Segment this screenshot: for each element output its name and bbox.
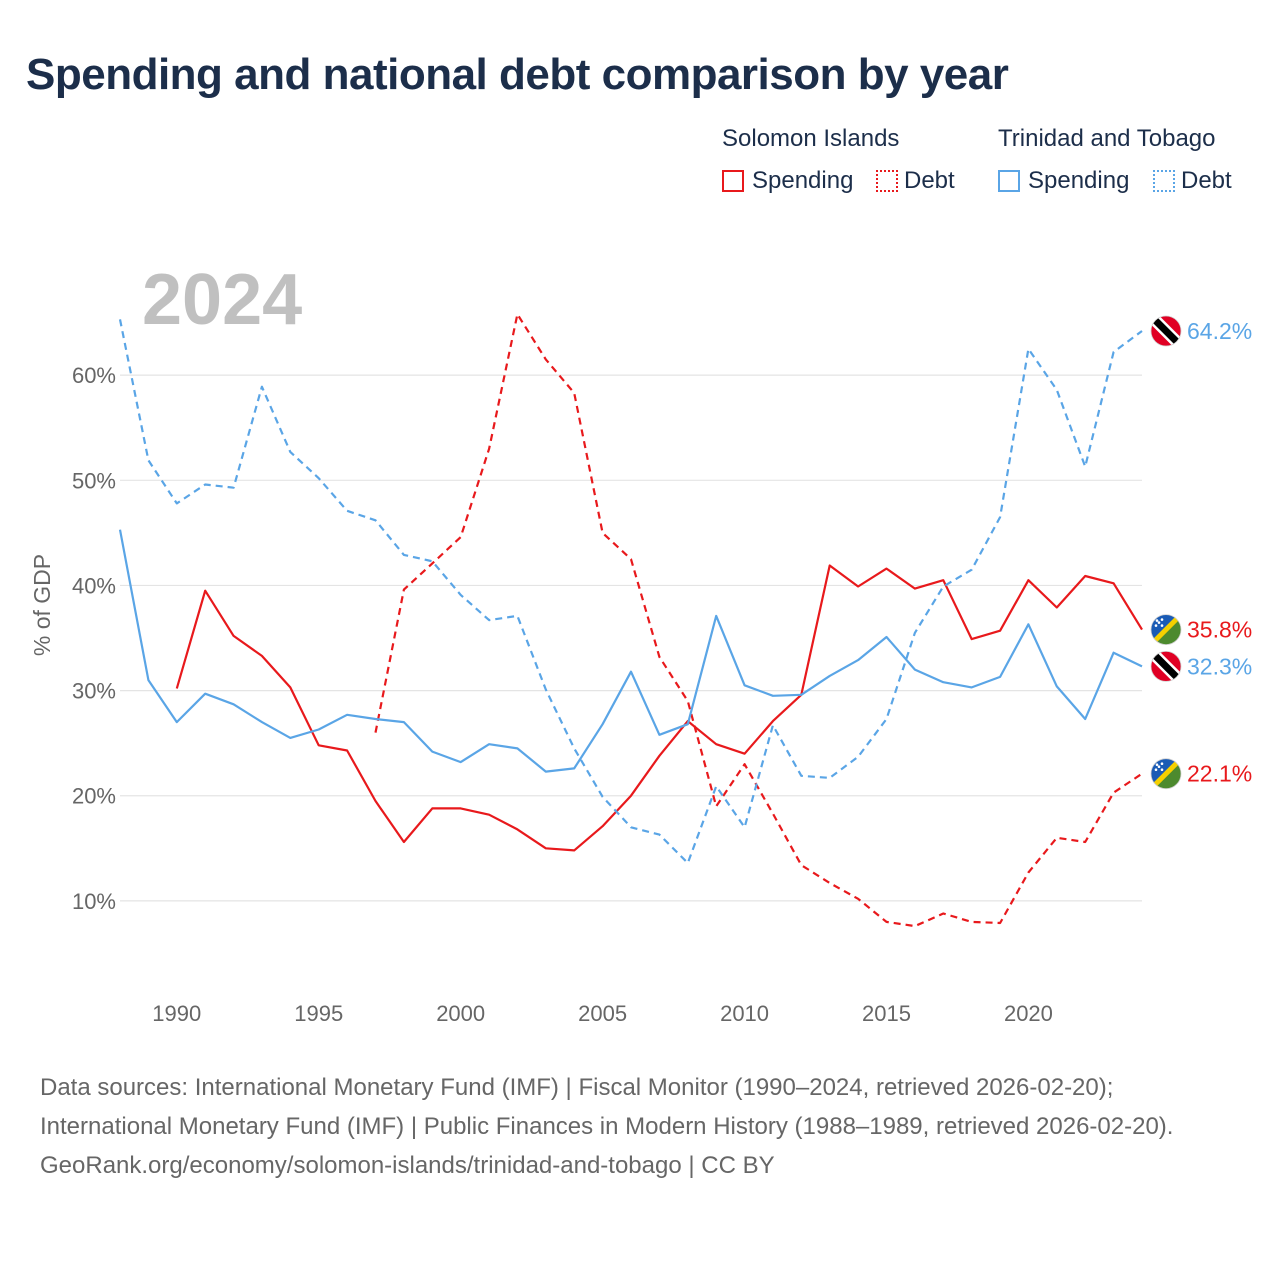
end-value-label: 32.3% (1187, 653, 1252, 679)
y-tick-label: 40% (72, 573, 116, 598)
legend-group-trinidad-and-tobago: Trinidad and Tobago (998, 125, 1216, 152)
legend-label: Debt (904, 167, 955, 194)
end-labels: 35.8% 22.1% 32.3% 64.2% (1150, 315, 1252, 790)
legend-item-solomon-spending[interactable]: Spending (722, 167, 853, 195)
solid-line-swatch-icon (722, 170, 744, 192)
end-value-label: 22.1% (1187, 761, 1252, 787)
end-value-label: 35.8% (1187, 617, 1252, 643)
footer: Data sources: International Monetary Fun… (40, 1068, 1240, 1185)
y-tick-label: 50% (72, 468, 116, 493)
solomon-islands-flag-icon (1150, 614, 1182, 645)
solomon-islands-flag-icon (1150, 758, 1182, 790)
legend-item-trinidad-spending[interactable]: Spending (998, 167, 1129, 195)
y-tick-label: 20% (72, 784, 116, 809)
series-line-trinidad-and-tobago-spending (118, 529, 1143, 773)
x-tick-label: 2010 (720, 1001, 769, 1026)
y-tick-label: 10% (72, 889, 116, 914)
x-tick-label: 2015 (862, 1001, 911, 1026)
attribution-link[interactable]: GeoRank.org/economy/solomon-islands/trin… (40, 1152, 775, 1179)
series-line-trinidad-and-tobago-debt (118, 319, 1143, 865)
end-value-label: 64.2% (1187, 318, 1252, 344)
dashed-line-swatch-icon (876, 170, 898, 192)
x-tick-label: 1995 (294, 1001, 343, 1026)
x-tick-label: 2000 (436, 1001, 485, 1026)
y-tick-label: 30% (72, 679, 116, 704)
legend-label: Debt (1181, 167, 1232, 194)
line-chart: 10% 20% 30% 40% 50% 60% 1990 1995 2000 2005 2010 2… (29, 260, 1252, 1026)
y-axis-label: % of GDP (29, 554, 55, 656)
legend-item-trinidad-debt[interactable]: Debt (1153, 167, 1232, 195)
series-line-solomon-islands-spending (175, 564, 1143, 852)
trinidad-and-tobago-flag-icon (1150, 315, 1182, 347)
legend-label: Spending (752, 167, 854, 194)
x-axis-ticks: 1990 1995 2000 2005 2010 2015 2020 (152, 1001, 1053, 1026)
legend-item-solomon-debt[interactable]: Debt (876, 167, 955, 195)
gridlines (120, 374, 1142, 902)
trinidad-and-tobago-flag-icon (1150, 651, 1182, 682)
legend-label: Spending (1028, 167, 1130, 194)
y-tick-label: 60% (72, 363, 116, 388)
legend-group-solomon-islands: Solomon Islands (722, 125, 900, 152)
data-sources: Data sources: International Monetary Fun… (40, 1074, 1174, 1140)
x-tick-label: 2020 (1004, 1001, 1053, 1026)
dashed-line-swatch-icon (1153, 170, 1175, 192)
series-lines (118, 313, 1143, 928)
x-tick-label: 1990 (152, 1001, 201, 1026)
solid-line-swatch-icon (998, 170, 1020, 192)
y-axis-ticks: 10% 20% 30% 40% 50% 60% (72, 363, 116, 914)
series-line-solomon-islands-debt (374, 313, 1143, 928)
x-tick-label: 2005 (578, 1001, 627, 1026)
chart-title: Spending and national debt comparison by… (26, 50, 1009, 99)
year-watermark: 2024 (142, 260, 302, 340)
